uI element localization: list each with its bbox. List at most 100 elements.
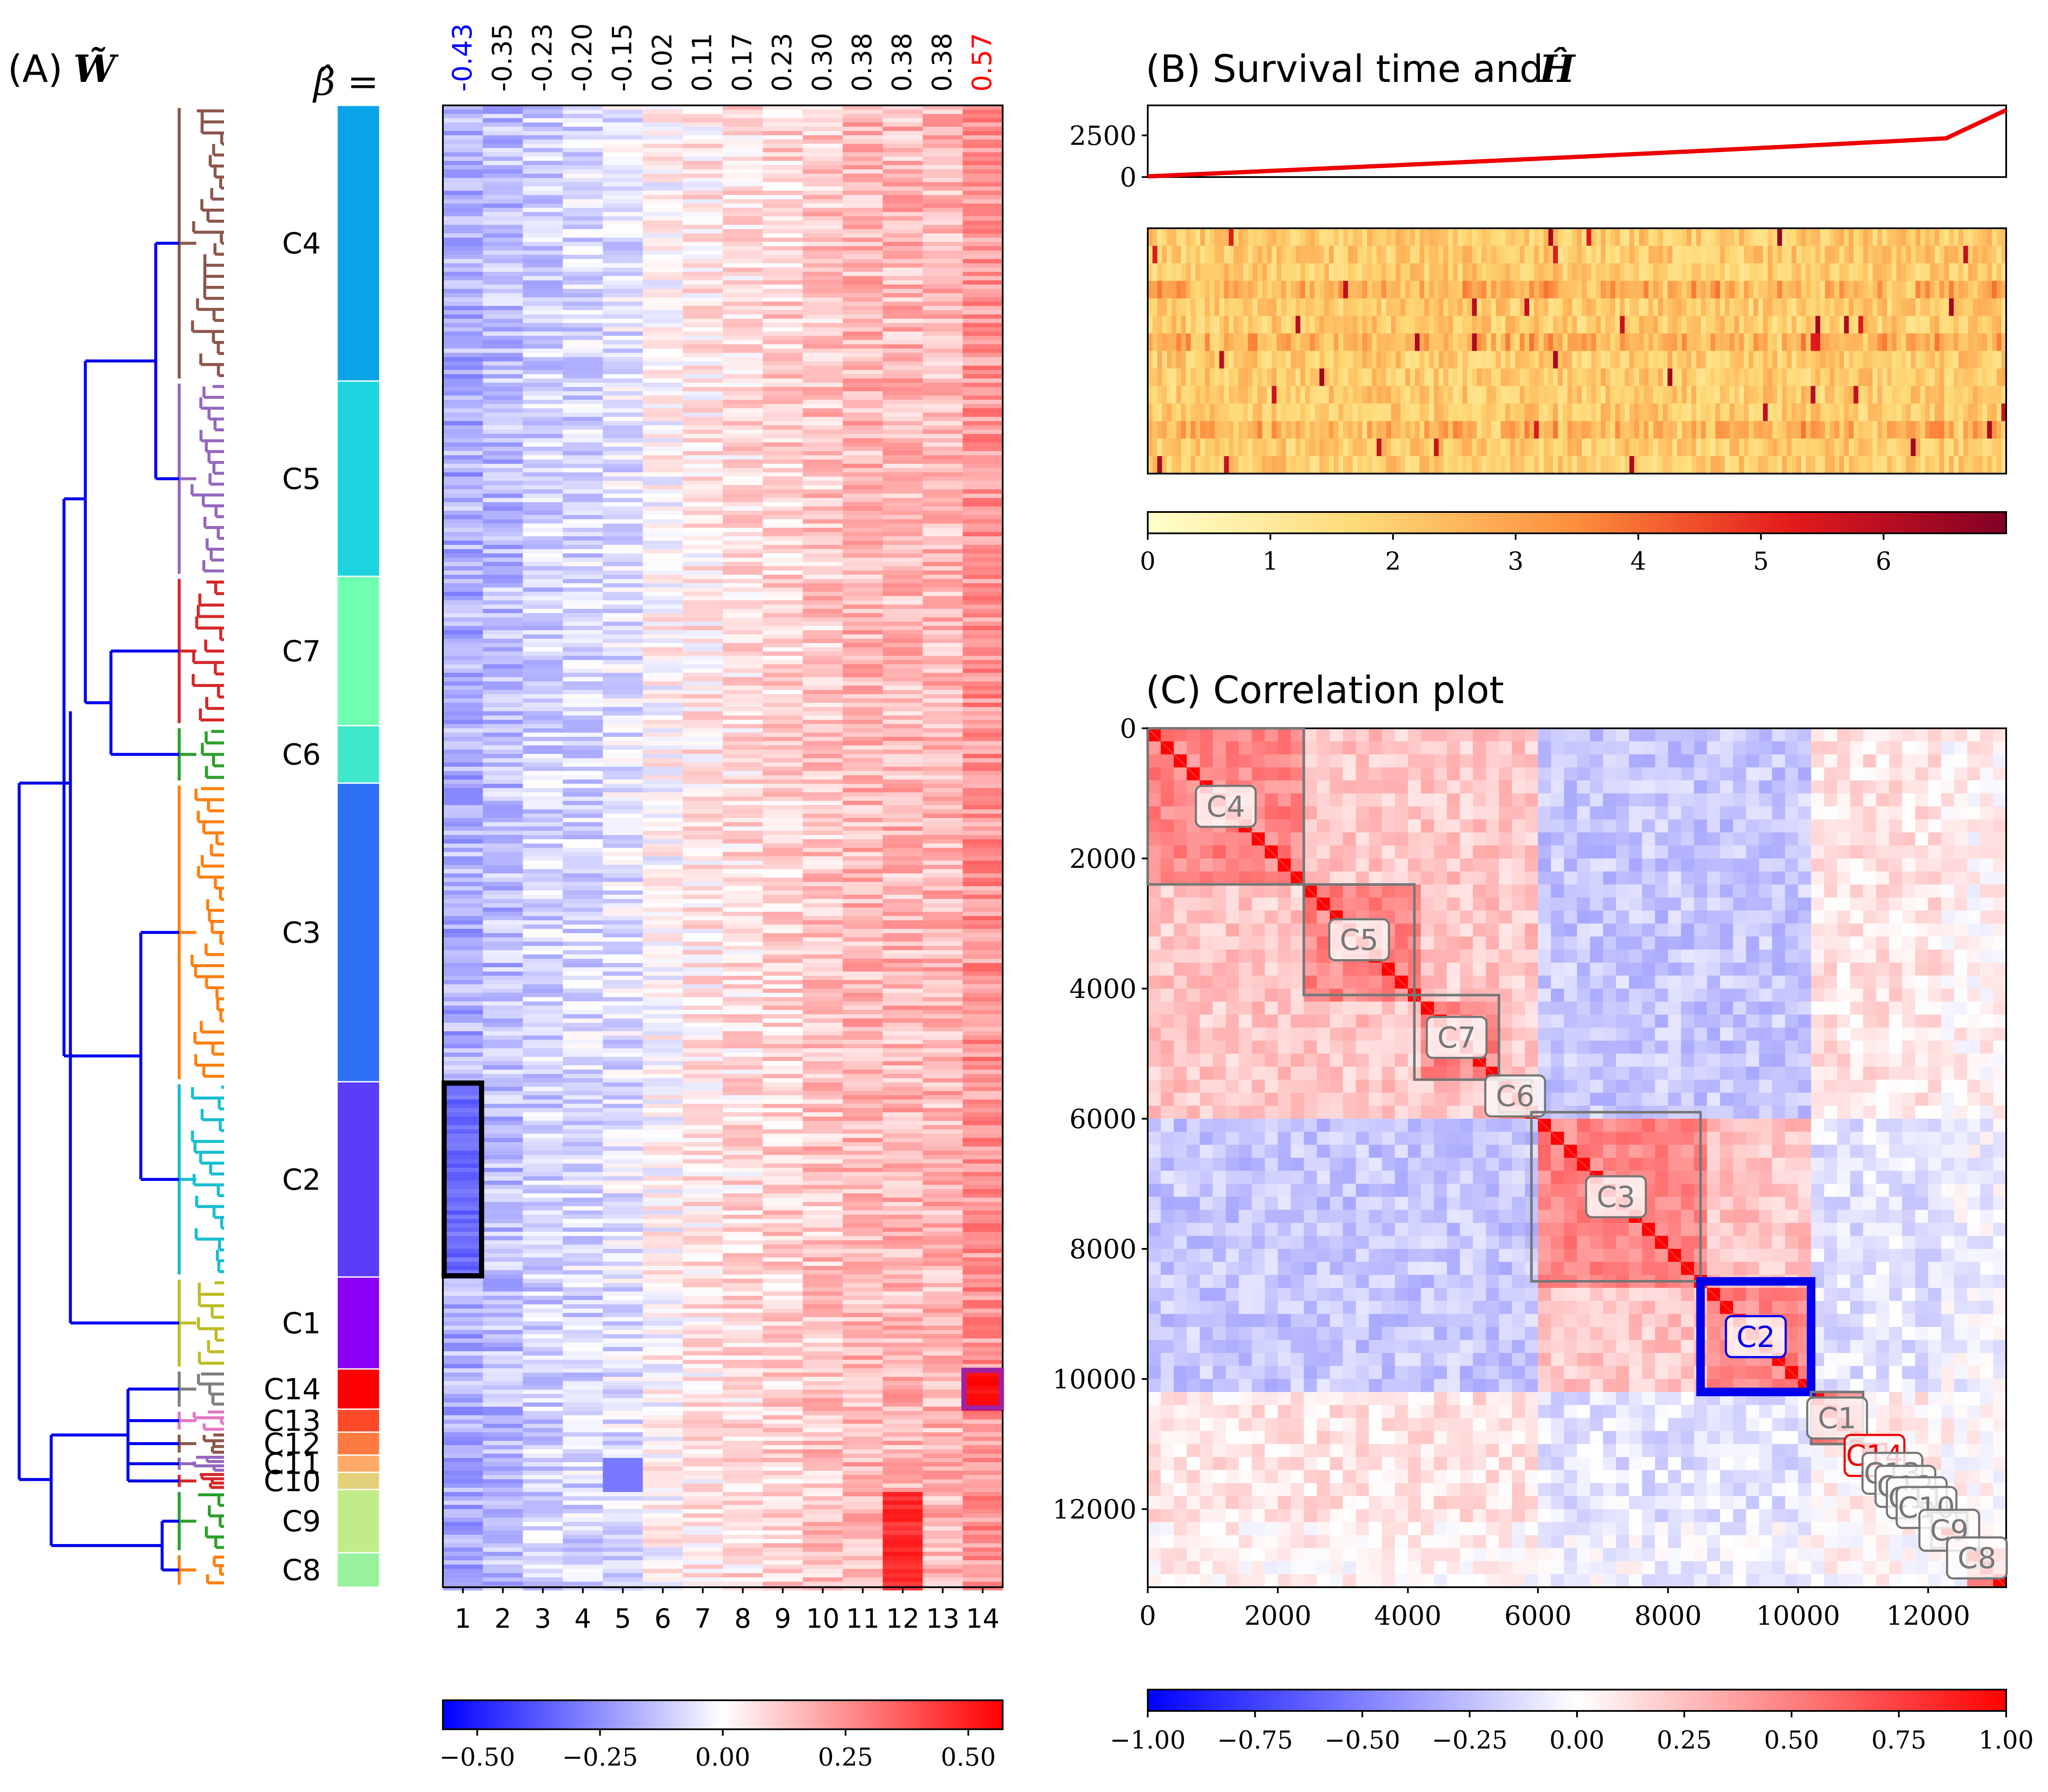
w-cell-col-13 bbox=[922, 1108, 963, 1113]
w-cell-col-5 bbox=[602, 562, 643, 567]
w-cell-col-4 bbox=[563, 1065, 603, 1070]
w-cell-col-7 bbox=[683, 1385, 723, 1390]
w-cell-col-6 bbox=[643, 878, 683, 882]
w-cell-col-10 bbox=[803, 1070, 843, 1074]
w-cell-col-4 bbox=[563, 886, 603, 891]
w-cell-col-1 bbox=[443, 703, 483, 707]
w-cell-col-9 bbox=[762, 925, 803, 929]
w-cell-col-10 bbox=[803, 933, 843, 938]
w-cell-col-4 bbox=[563, 622, 603, 626]
w-cell-col-1 bbox=[443, 579, 483, 584]
w-cell-col-6 bbox=[643, 1317, 683, 1322]
w-cell-col-13 bbox=[922, 1074, 963, 1079]
w-cell-col-8 bbox=[723, 886, 763, 891]
w-cell-col-4 bbox=[563, 664, 603, 669]
w-cell-col-7 bbox=[683, 1176, 723, 1181]
w-cell-col-1 bbox=[443, 1462, 483, 1467]
w-cell-col-10 bbox=[803, 954, 843, 959]
w-cell-col-12 bbox=[882, 332, 923, 336]
w-cell-col-7 bbox=[683, 1095, 723, 1100]
w-cell-col-12 bbox=[882, 570, 923, 575]
w-cell-col-14 bbox=[963, 250, 1003, 255]
w-cell-col-3 bbox=[523, 289, 563, 294]
w-cell-col-7 bbox=[683, 1556, 723, 1561]
w-cell-col-7 bbox=[683, 233, 723, 238]
w-cell-col-13 bbox=[922, 1539, 963, 1544]
w-cell-col-10 bbox=[803, 1347, 843, 1352]
w-cell-col-1 bbox=[443, 809, 483, 814]
w-cell-col-3 bbox=[523, 954, 563, 959]
w-cell-col-11 bbox=[843, 652, 883, 656]
w-cell-col-12 bbox=[882, 617, 923, 622]
w-cell-col-12 bbox=[882, 323, 923, 328]
w-cell-col-3 bbox=[523, 1061, 563, 1066]
w-cell-col-6 bbox=[643, 1509, 683, 1514]
w-cell-col-10 bbox=[803, 229, 843, 234]
w-cell-col-7 bbox=[683, 340, 723, 345]
w-cell-col-9 bbox=[762, 664, 803, 669]
w-cell-col-9 bbox=[762, 391, 803, 396]
w-cell-col-8 bbox=[723, 229, 763, 234]
w-cell-col-10 bbox=[803, 558, 843, 562]
w-cell-col-13 bbox=[922, 524, 963, 528]
w-cell-col-3 bbox=[523, 1168, 563, 1172]
w-cell-col-5 bbox=[602, 127, 643, 131]
w-cell-col-9 bbox=[762, 396, 803, 400]
w-cell-col-13 bbox=[922, 1484, 963, 1488]
w-cell-col-12 bbox=[882, 105, 923, 110]
w-cell-col-5 bbox=[602, 643, 643, 648]
w-cell-col-3 bbox=[523, 447, 563, 451]
w-cell-col-7 bbox=[683, 1202, 723, 1207]
w-cell-col-9 bbox=[762, 583, 803, 588]
w-cell-col-6 bbox=[643, 745, 683, 750]
w-cell-col-1 bbox=[443, 391, 483, 396]
w-cell-col-3 bbox=[523, 472, 563, 477]
w-cell-col-6 bbox=[643, 417, 683, 422]
w-cell-col-8 bbox=[723, 1526, 763, 1531]
w-cell-col-5 bbox=[602, 950, 643, 955]
w-cell-col-6 bbox=[643, 229, 683, 234]
w-cell-col-6 bbox=[643, 784, 683, 788]
w-cell-col-8 bbox=[723, 1420, 763, 1424]
w-cell-col-10 bbox=[803, 242, 843, 247]
w-cell-col-8 bbox=[723, 233, 763, 238]
w-cell-col-3 bbox=[523, 481, 563, 486]
w-cell-col-12 bbox=[882, 707, 923, 712]
w-cell-col-7 bbox=[683, 848, 723, 852]
w-cell-col-1 bbox=[443, 656, 483, 660]
w-cell-col-4 bbox=[563, 1014, 603, 1019]
w-cell-col-10 bbox=[803, 1040, 843, 1044]
w-cell-col-8 bbox=[723, 1543, 763, 1548]
w-cell-col-13 bbox=[922, 1232, 963, 1236]
w-cell-col-9 bbox=[762, 822, 803, 827]
w-cell-col-12 bbox=[882, 195, 923, 200]
w-cell-col-7 bbox=[683, 972, 723, 976]
w-cell-col-4 bbox=[563, 741, 603, 746]
w-cell-col-13 bbox=[922, 165, 963, 170]
w-cell-col-12 bbox=[882, 1390, 923, 1394]
w-cell-col-9 bbox=[762, 1018, 803, 1023]
w-cell-col-12 bbox=[882, 1010, 923, 1015]
w-cell-col-5 bbox=[602, 1548, 643, 1552]
w-cell-col-10 bbox=[803, 528, 843, 532]
w-cell-col-12 bbox=[882, 899, 923, 904]
w-cell-col-6 bbox=[643, 767, 683, 771]
w-cell-col-13 bbox=[922, 122, 963, 127]
w-cell-col-12 bbox=[882, 425, 923, 430]
w-cell-col-13 bbox=[922, 1082, 963, 1087]
w-cell-col-3 bbox=[523, 733, 563, 737]
w-cell-col-8 bbox=[723, 1449, 763, 1454]
w-cell-col-2 bbox=[483, 1210, 523, 1215]
w-cell-col-11 bbox=[843, 805, 883, 810]
w-cell-col-14 bbox=[963, 421, 1003, 426]
w-cell-col-10 bbox=[803, 1385, 843, 1390]
w-cell-col-8 bbox=[723, 293, 763, 298]
w-cell-col-12 bbox=[882, 942, 923, 946]
w-cell-col-1 bbox=[443, 1458, 483, 1463]
w-cell-col-7 bbox=[683, 579, 723, 584]
w-cell-col-2 bbox=[483, 690, 523, 695]
w-cell-col-5 bbox=[602, 1539, 643, 1544]
w-cell-col-10 bbox=[803, 216, 843, 221]
w-cell-col-5 bbox=[602, 1577, 643, 1582]
w-cell-col-13 bbox=[922, 1462, 963, 1467]
